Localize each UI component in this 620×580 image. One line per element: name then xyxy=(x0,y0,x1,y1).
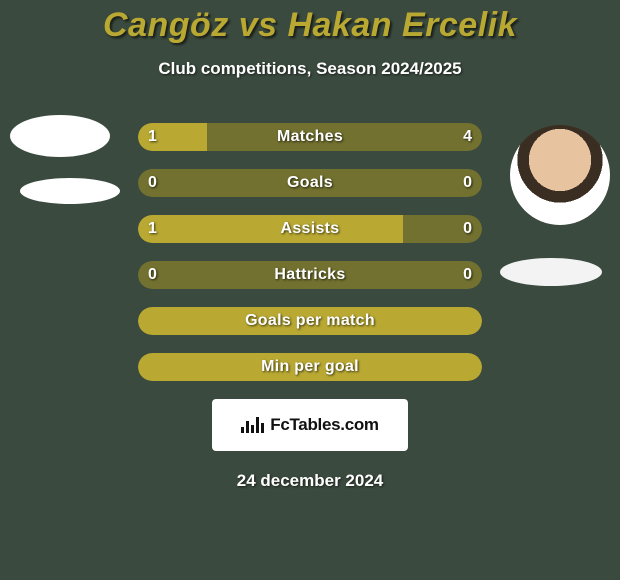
stat-row-assists: 1 Assists 0 xyxy=(138,215,482,243)
stat-row-hattricks: 0 Hattricks 0 xyxy=(138,261,482,289)
stat-label: Min per goal xyxy=(138,353,482,381)
stat-label: Goals per match xyxy=(138,307,482,335)
player-left-avatar xyxy=(10,115,110,157)
stats-container: 1 Matches 4 0 Goals 0 1 Assists 0 0 Hatt… xyxy=(138,123,482,381)
stat-right-value: 0 xyxy=(463,261,472,289)
stat-row-goals-per-match: Goals per match xyxy=(138,307,482,335)
comparison-card: Cangöz vs Hakan Ercelik Club competition… xyxy=(0,0,620,580)
stat-label: Matches xyxy=(138,123,482,151)
stat-label: Assists xyxy=(138,215,482,243)
brand-name: FcTables.com xyxy=(270,415,379,435)
stat-label: Goals xyxy=(138,169,482,197)
player-right-avatar xyxy=(510,125,610,225)
stat-row-matches: 1 Matches 4 xyxy=(138,123,482,151)
stat-row-goals: 0 Goals 0 xyxy=(138,169,482,197)
date-text: 24 december 2024 xyxy=(237,471,384,491)
stat-right-value: 0 xyxy=(463,215,472,243)
page-title: Cangöz vs Hakan Ercelik xyxy=(103,6,517,45)
avatar-face-icon xyxy=(510,125,610,225)
bar-chart-icon xyxy=(241,417,264,433)
stat-right-value: 4 xyxy=(463,123,472,151)
brand-footer: FcTables.com xyxy=(212,399,408,451)
decorative-blob-right xyxy=(500,258,602,286)
subtitle: Club competitions, Season 2024/2025 xyxy=(158,59,461,79)
stat-label: Hattricks xyxy=(138,261,482,289)
decorative-blob-left xyxy=(20,178,120,204)
stat-right-value: 0 xyxy=(463,169,472,197)
stat-row-min-per-goal: Min per goal xyxy=(138,353,482,381)
